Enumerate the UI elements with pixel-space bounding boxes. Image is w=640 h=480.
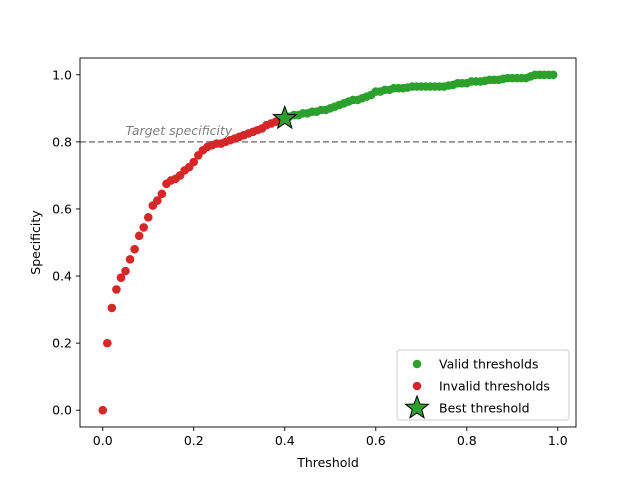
- invalid-thresholds-point: [189, 157, 199, 167]
- invalid-thresholds-point: [116, 273, 126, 283]
- y-tick-label: 0.2: [52, 336, 72, 351]
- invalid-thresholds-point: [143, 213, 153, 222]
- x-axis-label: Threshold: [296, 455, 359, 470]
- valid-thresholds-point: [548, 70, 558, 80]
- y-tick-label: 1.0: [52, 67, 72, 82]
- legend-marker-invalid-thresholds: [412, 381, 422, 391]
- legend-label-best-threshold: Best threshold: [439, 401, 530, 416]
- legend-marker-valid-thresholds: [412, 359, 422, 369]
- reference-layer: Target specificity: [80, 123, 576, 143]
- target-specificity-label: Target specificity: [126, 123, 233, 138]
- invalid-thresholds-point: [98, 405, 108, 415]
- y-axis-label: Specificity: [28, 210, 43, 275]
- data-points: [98, 70, 558, 415]
- x-tick-label: 1.0: [548, 433, 568, 448]
- axes-frame: [79, 57, 577, 428]
- invalid-thresholds-point: [125, 254, 135, 264]
- legend-marker-best-threshold: [404, 394, 430, 419]
- invalid-thresholds-point: [130, 244, 139, 254]
- invalid-thresholds-point: [153, 196, 162, 205]
- best-threshold-star: [271, 104, 298, 130]
- invalid-thresholds-point: [107, 303, 117, 313]
- invalid-thresholds-point: [103, 338, 112, 348]
- invalid-thresholds-point: [112, 285, 121, 294]
- x-tick-label: 0.6: [366, 433, 386, 448]
- x-tick-label: 0.4: [275, 433, 295, 448]
- legend-box: [396, 349, 570, 421]
- invalid-thresholds-point: [134, 231, 144, 241]
- y-tick-label: 0.8: [52, 134, 72, 149]
- invalid-thresholds-point: [121, 266, 130, 276]
- x-tick-label: 0.2: [184, 433, 204, 448]
- legend: Valid thresholds Invalid thresholds Best t…: [396, 349, 570, 421]
- legend-label-valid-thresholds: Valid thresholds: [439, 357, 538, 372]
- x-tick-label: 0.0: [93, 433, 113, 448]
- y-tick-label: 0.6: [52, 201, 72, 216]
- invalid-thresholds-point: [157, 189, 167, 199]
- y-tick-label: 0.0: [52, 403, 72, 418]
- x-tick-label: 0.8: [457, 433, 477, 448]
- legend-label-invalid-thresholds: Invalid thresholds: [439, 379, 550, 394]
- invalid-thresholds-point: [139, 223, 149, 232]
- y-tick-label: 0.4: [52, 269, 72, 284]
- axes: 0.0 0.2 0.4 0.6 0.8 1.0 0.0 0.2 0.4 0.6 0.8 1.0: [52, 57, 577, 448]
